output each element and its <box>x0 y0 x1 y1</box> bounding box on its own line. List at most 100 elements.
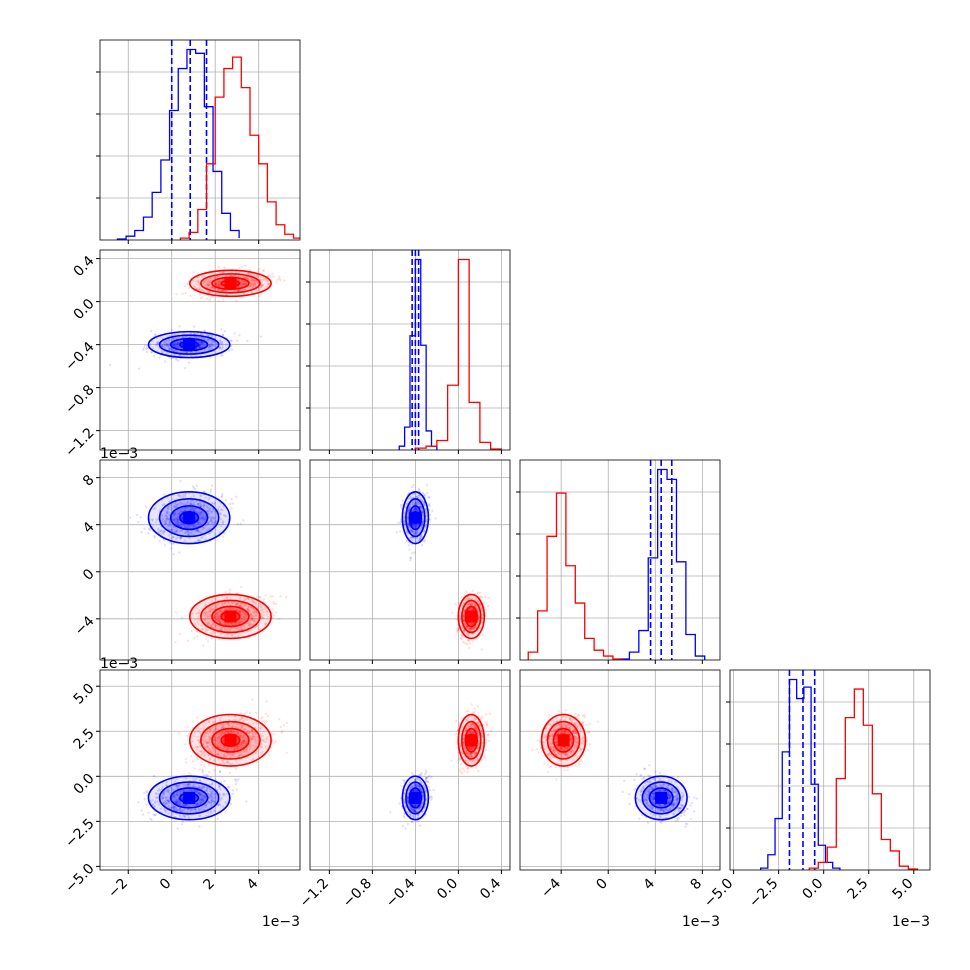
sample-point <box>206 621 210 624</box>
sample-point <box>165 514 169 518</box>
sample-point <box>202 341 205 345</box>
sample-point <box>174 808 178 811</box>
sample-point <box>221 493 224 496</box>
sample-point <box>258 603 262 606</box>
sample-point <box>172 512 176 516</box>
sample-point <box>176 518 179 522</box>
sample-point <box>192 776 195 779</box>
sample-point <box>178 325 181 328</box>
sample-point <box>259 335 263 338</box>
sample-point <box>467 646 471 650</box>
sample-point <box>415 537 418 540</box>
sample-point <box>235 339 239 343</box>
sample-point <box>217 284 220 287</box>
sample-point <box>254 613 258 616</box>
sample-point <box>409 495 412 498</box>
sample-point <box>203 739 207 742</box>
sample-point <box>154 813 158 816</box>
sample-point <box>245 800 248 803</box>
sample-point <box>198 286 201 289</box>
sample-point <box>176 342 180 345</box>
sample-point <box>204 775 208 778</box>
sample-point <box>176 345 179 349</box>
sample-point <box>165 802 168 805</box>
sample-point <box>178 632 182 636</box>
sample-point <box>243 598 246 601</box>
sample-point <box>166 799 170 802</box>
sample-point <box>205 611 208 614</box>
sample-point <box>193 285 196 289</box>
sample-point <box>220 328 223 331</box>
sample-point <box>250 737 254 740</box>
sample-point <box>262 613 265 617</box>
sample-point <box>140 530 143 534</box>
sample-point <box>219 508 223 511</box>
sample-point <box>278 717 281 721</box>
sample-point <box>211 347 214 350</box>
sample-point <box>214 287 217 290</box>
sample-point <box>161 796 165 800</box>
sample-point <box>154 333 157 337</box>
sample-point <box>184 531 187 534</box>
sample-point <box>399 518 403 521</box>
sample-point <box>240 585 243 589</box>
sample-point <box>241 723 244 727</box>
sample-point <box>215 618 218 621</box>
sample-point <box>210 805 213 808</box>
sample-point <box>465 626 469 629</box>
sample-point <box>426 491 429 495</box>
panel-content <box>108 264 286 370</box>
sample-point <box>206 523 209 526</box>
sample-point <box>208 532 212 535</box>
sample-point <box>165 510 168 514</box>
sample-point <box>268 754 271 757</box>
sample-point <box>230 634 234 637</box>
histogram-series-0 <box>116 48 240 240</box>
sample-point <box>196 803 199 806</box>
sample-point <box>197 803 200 806</box>
sample-point <box>196 789 199 792</box>
sample-point <box>217 280 221 283</box>
sample-point <box>208 739 211 742</box>
sample-point <box>199 745 202 748</box>
sample-point <box>465 625 468 628</box>
sample-point <box>242 279 245 283</box>
sample-point <box>271 616 275 619</box>
sample-point <box>470 622 474 625</box>
sample-point <box>201 336 205 340</box>
sample-point <box>221 271 225 274</box>
sample-point <box>174 801 178 804</box>
sample-point <box>228 591 231 594</box>
sample-point <box>218 617 221 620</box>
sample-point <box>174 611 178 614</box>
sample-point <box>217 803 220 806</box>
sample-point <box>221 508 224 512</box>
sample-point <box>251 617 254 620</box>
sample-point <box>246 608 249 611</box>
sample-point <box>232 754 236 757</box>
sample-point <box>205 814 208 817</box>
sample-point <box>413 507 416 511</box>
sample-point <box>201 786 205 789</box>
sample-point <box>225 293 228 296</box>
sample-point <box>181 523 184 526</box>
sample-point <box>176 809 179 812</box>
sample-point <box>397 521 400 524</box>
sample-point <box>171 806 174 809</box>
sample-point <box>479 603 482 607</box>
sample-point <box>137 367 141 370</box>
sample-point <box>173 344 176 347</box>
sample-point <box>467 638 470 642</box>
sample-point <box>221 289 225 292</box>
sample-point <box>240 744 244 747</box>
sample-point <box>469 627 472 631</box>
sample-point <box>257 604 260 607</box>
sample-point <box>200 797 204 801</box>
sample-point <box>218 280 221 283</box>
sample-point <box>238 604 241 607</box>
sample-point <box>207 614 211 617</box>
sample-point <box>249 599 252 602</box>
sample-point <box>265 279 269 282</box>
sample-point <box>201 769 205 772</box>
sample-point <box>225 633 228 637</box>
